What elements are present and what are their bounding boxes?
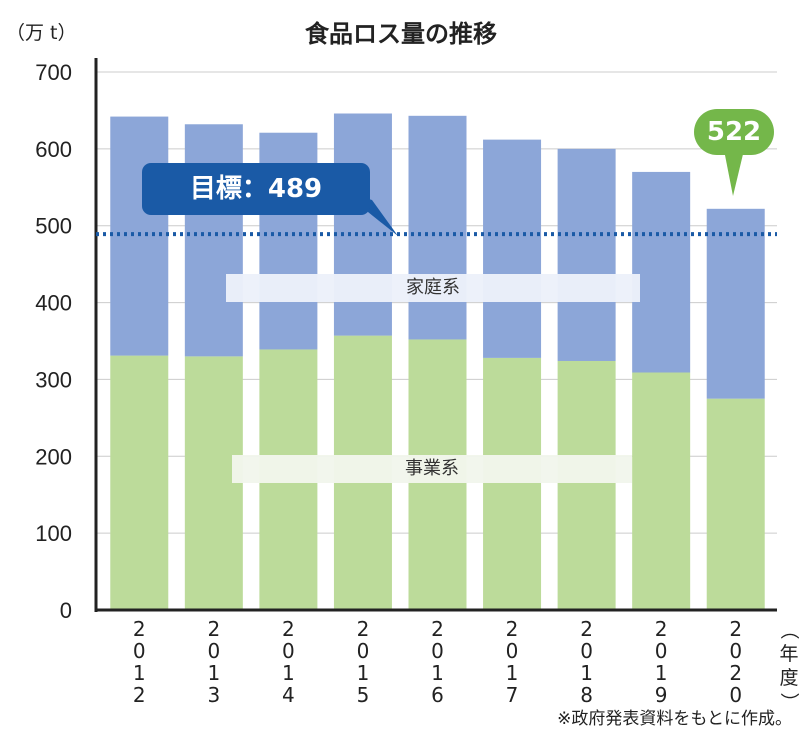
bar-household (333, 113, 392, 336)
bars (110, 113, 765, 610)
x-unit-label: （年度） (778, 620, 800, 712)
household-band-label: 家庭系 (226, 274, 640, 302)
bar-business (706, 398, 765, 610)
bar-household (706, 208, 765, 399)
axes (94, 58, 777, 612)
business-band-label: 事業系 (232, 455, 632, 483)
source-note: ※政府発表資料をもとに作成。 (557, 709, 792, 729)
y-tick-label: 500 (35, 214, 72, 239)
bar-business (184, 356, 243, 610)
y-tick-label: 300 (35, 367, 72, 392)
bar-business (110, 355, 169, 610)
y-tick-label: 600 (35, 137, 72, 162)
y-tick-label: 400 (35, 291, 72, 316)
y-tick-label: 0 (60, 598, 72, 623)
highlight-value-bubble: 522 (694, 109, 774, 155)
y-tick-label: 100 (35, 521, 72, 546)
bar-household (184, 124, 243, 357)
target-label: 目標：489 (142, 163, 370, 215)
bar-household (557, 148, 616, 361)
y-tick-label: 200 (35, 444, 72, 469)
bar-business (557, 360, 616, 610)
y-tick-labels: 0 100 200 300 400 500 600 700 (35, 60, 72, 623)
bar-business (483, 357, 542, 610)
y-tick-label: 700 (35, 60, 72, 85)
bar-household (408, 115, 467, 340)
chart-title: 食品ロス量の推移 (305, 20, 497, 48)
bar-household (632, 171, 691, 373)
bar-business (632, 372, 691, 610)
y-unit-label: （万 t） (6, 22, 77, 44)
bar-household (483, 139, 542, 358)
highlight-bubble-pointer (724, 150, 744, 196)
